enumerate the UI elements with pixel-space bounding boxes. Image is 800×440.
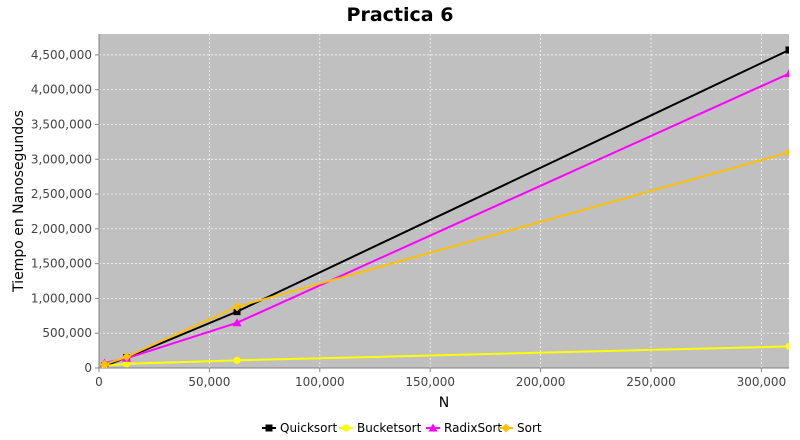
series-line-sort	[104, 151, 789, 366]
data-point-sort	[122, 352, 132, 362]
y-tick-label: 1,500,000	[31, 257, 92, 271]
legend-label: RadixSort	[444, 421, 502, 435]
y-axis-label: Tiempo en Nanosegundos	[11, 110, 27, 293]
data-point-bucketsort	[233, 356, 241, 364]
legend-marker-bucketsort	[342, 424, 350, 432]
y-tick-label: 1,000,000	[31, 291, 92, 305]
data-point-bucketsort	[785, 342, 789, 351]
series-group	[100, 46, 789, 368]
data-point-radixsort	[232, 318, 242, 327]
data-point-quicksort	[785, 46, 789, 54]
legend-marker-quicksort	[265, 424, 273, 432]
y-tick-label: 2,500,000	[31, 187, 92, 201]
x-tick-label: 50,000	[188, 375, 230, 389]
legend-item-quicksort: Quicksort	[262, 421, 337, 435]
legend-item-radixsort: RadixSort	[426, 421, 502, 435]
series-line-bucketsort	[104, 345, 789, 367]
x-tick-label: 100,000	[295, 375, 345, 389]
x-tick-label: 0	[95, 375, 103, 389]
y-tick-label: 0	[84, 361, 92, 375]
data-point-radixsort	[784, 69, 789, 78]
legend-label: Bucketsort	[357, 421, 422, 435]
x-axis-label: N	[439, 395, 449, 411]
chart-title: Practica 6	[347, 4, 454, 26]
legend-label: Sort	[517, 421, 542, 435]
data-point-bucketsort	[123, 360, 131, 368]
plot-area	[99, 34, 789, 368]
data-point-sort	[232, 302, 242, 312]
y-tick-label: 2,000,000	[31, 222, 92, 236]
y-tick-label: 3,000,000	[31, 152, 92, 166]
data-point-sort	[784, 147, 789, 157]
y-tick-label: 4,000,000	[31, 83, 92, 97]
legend-item-sort: Sort	[499, 421, 542, 435]
legend-marker-sort	[501, 423, 511, 433]
legend: Quicksort Bucketsort RadixSort Sort	[262, 421, 542, 435]
y-tick-label: 500,000	[42, 326, 92, 340]
data-point-sort	[100, 360, 110, 368]
x-tick-label: 300,000	[737, 375, 787, 389]
data-point-quicksort	[233, 308, 241, 316]
x-tick-label: 250,000	[626, 375, 676, 389]
y-tick-label: 3,500,000	[31, 117, 92, 131]
x-tick-label: 150,000	[405, 375, 455, 389]
series-sort	[100, 147, 789, 368]
y-axis-ticks: 0 500,000 1,000,000 1,500,000 2,000,000 2,500…	[31, 48, 99, 375]
legend-label: Quicksort	[280, 421, 337, 435]
x-tick-label: 200,000	[516, 375, 566, 389]
legend-item-bucketsort: Bucketsort	[339, 421, 422, 435]
legend-marker-radixsort	[428, 423, 438, 432]
x-axis-ticks: 0 50,000 100,000 150,000 200,000 250,000 300,0…	[95, 368, 786, 389]
y-tick-label: 4,500,000	[31, 48, 92, 62]
